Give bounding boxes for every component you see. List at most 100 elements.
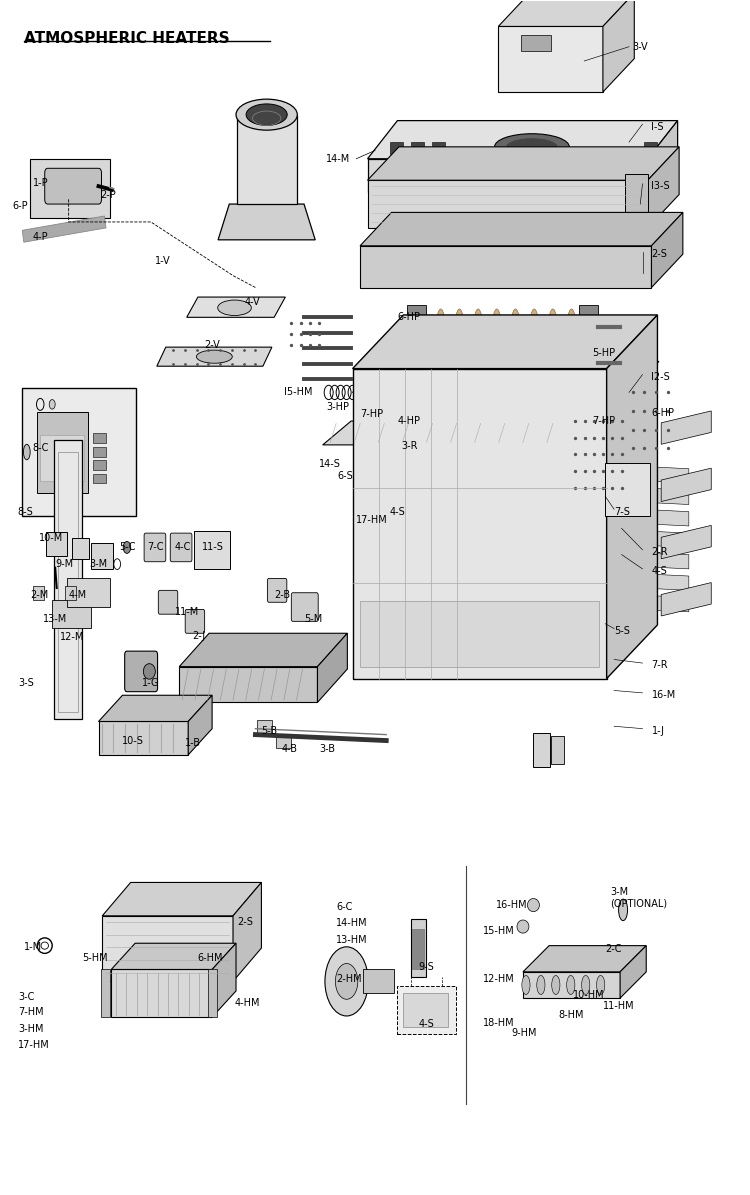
Polygon shape bbox=[523, 945, 646, 972]
Ellipse shape bbox=[236, 99, 297, 130]
FancyBboxPatch shape bbox=[22, 387, 136, 516]
Polygon shape bbox=[592, 507, 688, 526]
Ellipse shape bbox=[517, 920, 529, 933]
Text: 13-HM: 13-HM bbox=[336, 934, 368, 945]
Polygon shape bbox=[398, 986, 456, 1034]
Polygon shape bbox=[592, 485, 688, 504]
Bar bbox=[407, 306, 426, 384]
Text: I5-HM: I5-HM bbox=[284, 387, 312, 398]
Ellipse shape bbox=[566, 310, 578, 380]
Text: 11-M: 11-M bbox=[175, 607, 199, 617]
Polygon shape bbox=[102, 882, 262, 915]
Polygon shape bbox=[360, 246, 652, 288]
Text: 3-HM: 3-HM bbox=[18, 1024, 44, 1034]
Polygon shape bbox=[368, 147, 679, 180]
Bar bbox=[413, 929, 424, 969]
Ellipse shape bbox=[537, 975, 545, 994]
Text: 5-M: 5-M bbox=[304, 614, 322, 624]
FancyBboxPatch shape bbox=[194, 531, 230, 569]
Ellipse shape bbox=[395, 382, 403, 388]
FancyBboxPatch shape bbox=[185, 609, 205, 633]
Text: 3-S: 3-S bbox=[18, 679, 34, 688]
Polygon shape bbox=[352, 368, 607, 679]
Text: 7-C: 7-C bbox=[147, 543, 164, 552]
Text: ATMOSPHERIC HEATERS: ATMOSPHERIC HEATERS bbox=[24, 31, 230, 47]
Text: I2-S: I2-S bbox=[652, 372, 670, 382]
Text: 4-C: 4-C bbox=[175, 543, 191, 552]
Text: 7-HM: 7-HM bbox=[18, 1007, 44, 1017]
Text: 3-C: 3-C bbox=[18, 992, 34, 1001]
Ellipse shape bbox=[581, 975, 590, 994]
Bar bbox=[390, 142, 404, 154]
FancyBboxPatch shape bbox=[91, 543, 113, 569]
Text: 3-B: 3-B bbox=[319, 744, 335, 754]
Text: 2-P: 2-P bbox=[100, 190, 116, 200]
Ellipse shape bbox=[494, 134, 569, 160]
Text: 7-S: 7-S bbox=[614, 507, 630, 516]
Text: 14-HM: 14-HM bbox=[336, 918, 368, 929]
Ellipse shape bbox=[41, 942, 49, 949]
Text: 8-C: 8-C bbox=[33, 443, 50, 453]
FancyBboxPatch shape bbox=[411, 919, 426, 976]
Bar bbox=[38, 411, 88, 492]
Bar bbox=[432, 142, 445, 154]
Ellipse shape bbox=[335, 963, 358, 999]
Bar bbox=[644, 142, 658, 154]
Text: 6-S: 6-S bbox=[338, 471, 353, 480]
Polygon shape bbox=[652, 213, 682, 288]
Text: 18-HM: 18-HM bbox=[483, 1018, 515, 1028]
Text: 4-B: 4-B bbox=[281, 744, 298, 754]
Ellipse shape bbox=[364, 370, 371, 376]
Text: I3-S: I3-S bbox=[652, 182, 670, 191]
Text: 3-R: 3-R bbox=[401, 441, 418, 451]
Ellipse shape bbox=[123, 541, 130, 553]
Polygon shape bbox=[592, 571, 688, 590]
Bar bbox=[411, 142, 424, 154]
Polygon shape bbox=[498, 0, 634, 26]
FancyBboxPatch shape bbox=[533, 734, 550, 767]
Polygon shape bbox=[98, 695, 212, 722]
Text: 10-HM: 10-HM bbox=[573, 989, 604, 999]
Polygon shape bbox=[603, 0, 634, 92]
Ellipse shape bbox=[472, 310, 484, 380]
Text: 3-M
(OPTIONAL): 3-M (OPTIONAL) bbox=[610, 887, 668, 908]
Text: 4-S: 4-S bbox=[419, 1019, 434, 1029]
Ellipse shape bbox=[364, 382, 371, 388]
Text: 6-P: 6-P bbox=[13, 202, 28, 212]
Ellipse shape bbox=[489, 382, 496, 388]
Polygon shape bbox=[102, 915, 233, 981]
Bar bbox=[65, 586, 76, 600]
Polygon shape bbox=[662, 411, 711, 445]
Text: 17-HM: 17-HM bbox=[18, 1040, 50, 1049]
Text: 12-HM: 12-HM bbox=[483, 974, 515, 983]
Bar bbox=[92, 460, 106, 470]
Text: 14-M: 14-M bbox=[326, 154, 351, 164]
Polygon shape bbox=[22, 216, 106, 243]
FancyBboxPatch shape bbox=[170, 533, 192, 562]
Text: 2-HM: 2-HM bbox=[336, 974, 362, 983]
Text: 3-M: 3-M bbox=[89, 559, 108, 569]
Ellipse shape bbox=[454, 310, 466, 380]
Text: 6-HM: 6-HM bbox=[197, 952, 223, 962]
Text: 2-V: 2-V bbox=[205, 339, 220, 350]
Ellipse shape bbox=[489, 370, 496, 376]
Ellipse shape bbox=[619, 319, 629, 336]
Text: 1-B: 1-B bbox=[184, 739, 200, 748]
Text: I-S: I-S bbox=[652, 122, 664, 131]
Text: 9-HM: 9-HM bbox=[511, 1028, 536, 1037]
Ellipse shape bbox=[520, 370, 528, 376]
Bar bbox=[257, 721, 272, 734]
Polygon shape bbox=[233, 882, 262, 981]
Polygon shape bbox=[179, 667, 317, 703]
Ellipse shape bbox=[596, 975, 604, 994]
Polygon shape bbox=[368, 121, 678, 159]
Ellipse shape bbox=[619, 899, 628, 920]
Text: 17-HM: 17-HM bbox=[356, 515, 388, 525]
Ellipse shape bbox=[23, 445, 30, 460]
FancyBboxPatch shape bbox=[72, 538, 88, 559]
Polygon shape bbox=[404, 993, 448, 1027]
Ellipse shape bbox=[584, 382, 591, 388]
Polygon shape bbox=[592, 528, 688, 547]
Text: 2-M: 2-M bbox=[30, 590, 48, 600]
Polygon shape bbox=[648, 147, 679, 228]
